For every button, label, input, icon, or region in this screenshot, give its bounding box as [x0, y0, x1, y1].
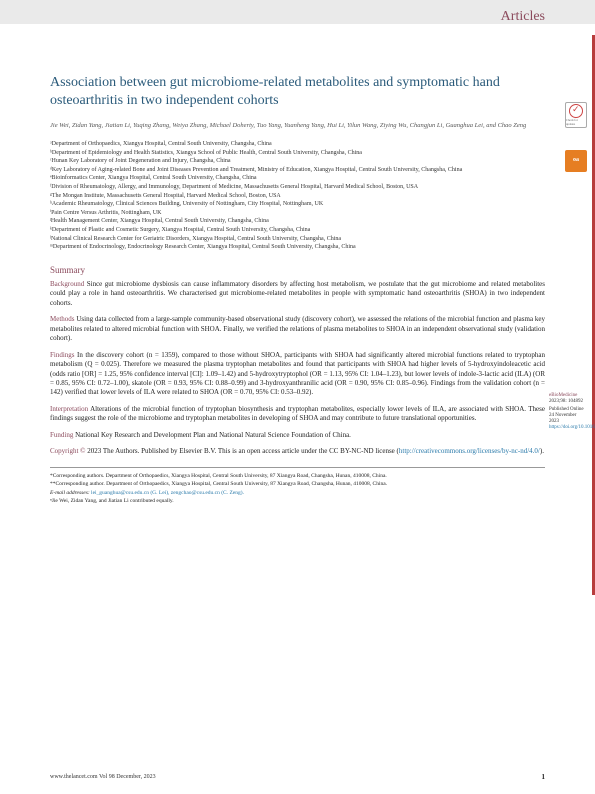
open-access-badge: oa	[565, 150, 587, 172]
funding-head: Funding	[50, 431, 75, 439]
findings-text: In the discovery cohort (n = 1359), comp…	[50, 351, 545, 397]
methods-head: Methods	[50, 315, 76, 323]
page-number: 1	[542, 773, 546, 782]
affiliation-line: ʲHealth Management Center, Xiangya Hospi…	[50, 217, 545, 225]
email-label: E-mail addresses:	[50, 490, 91, 496]
methods-para: Methods Using data collected from a larg…	[50, 315, 545, 343]
content: Association between gut microbiome-relat…	[0, 24, 595, 527]
footer-note-line: *Corresponding authors. Department of Or…	[50, 473, 545, 480]
affiliation-line: ᶜHunan Key Laboratory of Joint Degenerat…	[50, 157, 545, 165]
copyright-text: 2023 The Authors. Published by Elsevier …	[87, 447, 399, 455]
background-text: Since gut microbiome dysbiosis can cause…	[50, 280, 545, 307]
affiliation-line: ᶠDivision of Rheumatology, Allergy, and …	[50, 183, 545, 191]
sidebar-published: Published Online 24 November 2023	[549, 407, 587, 425]
funding-para: Funding National Key Research and Develo…	[50, 431, 545, 440]
interpretation-text: Alterations of the microbial function of…	[50, 405, 545, 422]
affiliation-line: ᵈKey Laboratory of Aging-related Bone an…	[50, 166, 545, 174]
affiliation-line: ᵏDepartment of Plastic and Cosmetic Surg…	[50, 226, 545, 234]
footer-note-line: **Corresponding author. Department of Or…	[50, 481, 545, 488]
license-link[interactable]: http://creativecommons.org/licenses/by-n…	[399, 447, 540, 455]
check-label: Check for updates	[566, 119, 586, 127]
check-updates-badge[interactable]: Check for updates	[565, 102, 587, 128]
background-para: Background Since gut microbiome dysbiosi…	[50, 280, 545, 308]
journal-ref: www.thelancet.com Vol 98 December, 2023	[50, 774, 545, 782]
summary-heading: Summary	[50, 265, 545, 277]
interpretation-para: Interpretation Alterations of the microb…	[50, 405, 545, 424]
affiliation-line: ᵇDepartment of Epidemiology and Health S…	[50, 149, 545, 157]
findings-head: Findings	[50, 351, 77, 359]
authors: Jie Wei, Zidan Yang, Jiatian Li, Yuqing …	[50, 121, 545, 130]
affiliation-line: ᵍThe Mongan Institute, Massachusetts Gen…	[50, 192, 545, 200]
background-head: Background	[50, 280, 87, 288]
check-icon	[569, 104, 583, 118]
article-title: Association between gut microbiome-relat…	[50, 74, 545, 109]
affiliation-line: ᵃDepartment of Orthopaedics, Xiangya Hos…	[50, 140, 545, 148]
affiliation-line: ʰAcademic Rheumatology, Clinical Science…	[50, 200, 545, 208]
affiliation-line: ˡNational Clinical Research Center for G…	[50, 235, 545, 243]
methods-text: Using data collected from a large-sample…	[50, 315, 545, 342]
email-line: E-mail addresses: lei_guanghua@csu.edu.c…	[50, 490, 545, 497]
affiliation-line: ⁱPain Centre Versus Arthritis, Nottingha…	[50, 209, 545, 217]
affiliations: ᵃDepartment of Orthopaedics, Xiangya Hos…	[50, 140, 545, 251]
copyright-head: Copyright ©	[50, 447, 87, 455]
interpretation-head: Interpretation	[50, 405, 90, 413]
findings-para: Findings In the discovery cohort (n = 13…	[50, 351, 545, 398]
section-label: Articles	[501, 8, 545, 26]
funding-text: National Key Research and Development Pl…	[75, 431, 351, 439]
footer-notes: *Corresponding authors. Department of Or…	[50, 467, 545, 506]
sidebar-doi[interactable]: https://doi.org/10.1016/j.ebiom.2023.104…	[549, 425, 587, 431]
emails[interactable]: lei_guanghua@csu.edu.cn (G. Lei), zengch…	[91, 490, 244, 496]
contribution-note: ⁿJie Wei, Zidan Yang, and Jiatian Li con…	[50, 498, 545, 505]
affiliation-line: ᵐDepartment of Endocrinology, Endocrinol…	[50, 243, 545, 251]
sidebar-info: eBioMedicine 2023;98: 104892 Published O…	[549, 393, 587, 431]
affiliation-line: ᵉBioinformatics Center, Xiangya Hospital…	[50, 174, 545, 182]
sidebar-ref: 2023;98: 104892	[549, 399, 587, 405]
copyright-para: Copyright © 2023 The Authors. Published …	[50, 447, 545, 456]
